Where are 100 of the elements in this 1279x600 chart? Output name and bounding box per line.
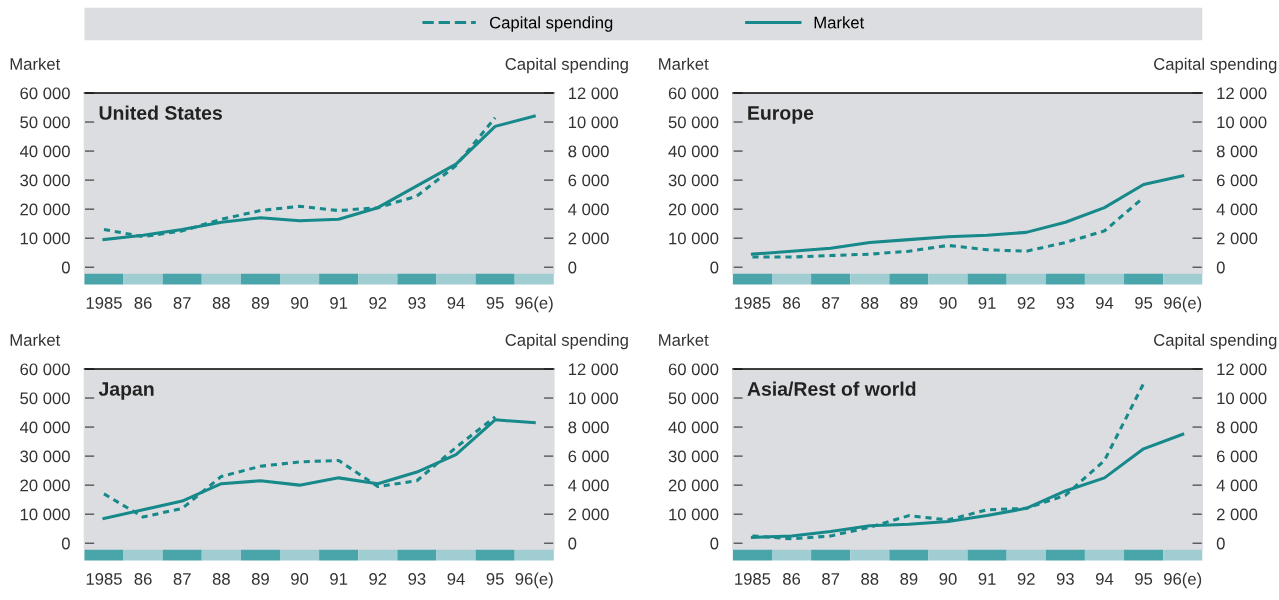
x-tick-label: 89	[251, 573, 269, 585]
y2-tick-label: 6 000	[568, 450, 609, 463]
y-tick-label: 30 000	[20, 450, 70, 463]
x-tick-label: 1985	[86, 297, 122, 309]
y2-tick-label: 4 000	[1216, 479, 1258, 492]
y2-tick-label: 10 000	[1217, 392, 1267, 405]
y2-tick-label: 10 000	[568, 116, 619, 129]
x-tick-label: 91	[330, 573, 348, 585]
x-tick-label: 1985	[735, 297, 771, 309]
y-tick-label: 10 000	[669, 232, 719, 245]
x-tick-label: 89	[900, 573, 918, 585]
x-tick-label: 90	[939, 297, 957, 309]
y-tick-label: 0	[710, 261, 719, 274]
x-tick-label: 95	[1135, 573, 1153, 585]
text: United States	[99, 105, 222, 120]
y-tick-label: 20 000	[668, 479, 719, 492]
x-tick-label: 92	[1017, 297, 1035, 309]
y2-axis-title: Capital spending	[505, 333, 628, 350]
x-tick-label: 86	[783, 573, 801, 585]
x-tick-label: 91	[330, 297, 348, 309]
x-tick-label: 95	[1135, 297, 1153, 309]
y-tick-label: 60 000	[20, 363, 70, 376]
x-tick-label: 93	[408, 573, 426, 585]
y-axis-title: Market	[659, 57, 709, 70]
x-tick-label: 92	[369, 573, 387, 585]
y-tick-label: 10 000	[20, 232, 70, 245]
x-tick-label: 92	[1017, 573, 1035, 585]
y-tick-label: 10 000	[20, 508, 70, 521]
x-tick-label: 90	[291, 573, 309, 585]
x-tick-label: 94	[447, 573, 465, 585]
x-tick-label: 96(e)	[1164, 296, 1202, 313]
y-tick-label: 50 000	[20, 392, 70, 405]
y2-tick-label: 12 000	[1217, 87, 1267, 100]
y2-tick-label: 0	[1216, 537, 1225, 550]
y2-tick-label: 6 000	[568, 174, 609, 187]
x-tick-label: 95	[486, 297, 504, 309]
y2-tick-label: 6 000	[1217, 450, 1258, 463]
y-tick-label: 40 000	[668, 145, 719, 158]
x-tick-label: 91	[978, 297, 996, 309]
y2-tick-label: 8 000	[1216, 421, 1258, 434]
y2-tick-label: 8 000	[568, 421, 609, 434]
x-tick-label: 89	[900, 297, 918, 309]
x-tick-label: 96(e)	[515, 296, 553, 313]
y-tick-label: 60 000	[668, 87, 719, 100]
x-tick-label: 96(e)	[1164, 572, 1202, 589]
text: Europe	[748, 106, 814, 124]
x-tick-label: 88	[861, 573, 879, 585]
y2-axis-title: Capital spending	[505, 57, 628, 74]
y2-tick-label: 10 000	[568, 392, 619, 405]
y-tick-label: 10 000	[669, 508, 719, 521]
x-tick-label: 96(e)	[515, 572, 553, 589]
x-tick-label: 94	[1095, 573, 1114, 585]
y-tick-label: 50 000	[668, 116, 719, 129]
x-tick-label: 89	[251, 297, 269, 309]
x-tick-label: 87	[822, 297, 840, 309]
y2-axis-title: Capital spending	[1154, 57, 1277, 74]
y-tick-label: 0	[710, 537, 719, 550]
y-tick-label: 30 000	[20, 174, 70, 187]
y2-tick-label: 0	[1216, 261, 1225, 274]
y2-tick-label: 2 000	[1216, 232, 1258, 245]
y2-tick-label: 8 000	[568, 145, 609, 158]
legend-label: Capital spending	[489, 16, 613, 32]
y-axis-title: Market	[10, 333, 61, 346]
y2-tick-label: 8 000	[1216, 145, 1258, 158]
x-tick-label: 90	[939, 573, 957, 585]
x-tick-label: 88	[861, 297, 879, 309]
y2-tick-label: 2 000	[1216, 508, 1258, 521]
y-tick-label: 20 000	[20, 479, 70, 492]
x-tick-label: 94	[1095, 297, 1114, 309]
text: Japan	[98, 382, 154, 400]
x-tick-label: 90	[291, 297, 309, 309]
x-tick-label: 86	[134, 573, 152, 585]
y-tick-label: 60 000	[668, 363, 719, 376]
x-tick-label: 95	[486, 573, 504, 585]
x-tick-label: 93	[1056, 573, 1074, 585]
y-axis-title: Market	[10, 57, 61, 70]
legend-label: Market	[814, 16, 865, 29]
y2-tick-label: 2 000	[568, 508, 609, 521]
y-tick-label: 40 000	[668, 421, 719, 434]
y-tick-label: 0	[61, 537, 70, 550]
x-tick-label: 88	[212, 297, 230, 309]
y2-tick-label: 10 000	[1217, 116, 1267, 129]
y2-tick-label: 12 000	[1217, 363, 1267, 376]
y-tick-label: 20 000	[20, 203, 70, 216]
y-tick-label: 50 000	[668, 392, 719, 405]
y-tick-label: 30 000	[668, 174, 719, 187]
x-tick-label: 87	[173, 573, 191, 585]
x-tick-label: 87	[822, 573, 840, 585]
x-tick-label: 1985	[86, 573, 122, 585]
y2-tick-label: 4 000	[568, 479, 609, 492]
x-tick-label: 93	[408, 297, 426, 309]
x-tick-label: 1985	[735, 573, 771, 585]
x-tick-label: 86	[134, 297, 152, 309]
y2-tick-label: 12 000	[568, 87, 619, 100]
y-axis-title: Market	[659, 333, 709, 346]
y-tick-label: 0	[61, 261, 70, 274]
y2-tick-label: 4 000	[568, 203, 609, 216]
y-tick-label: 60 000	[20, 87, 70, 100]
y-tick-label: 40 000	[19, 421, 70, 434]
y-tick-label: 20 000	[668, 203, 719, 216]
